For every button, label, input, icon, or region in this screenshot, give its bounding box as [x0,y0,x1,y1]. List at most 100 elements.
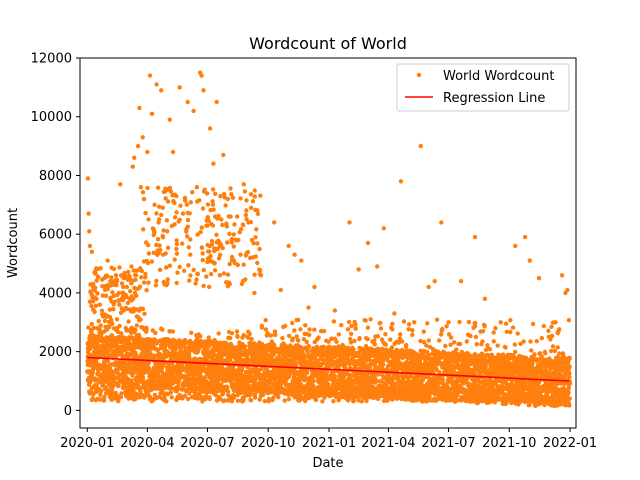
scatter-point [164,399,169,404]
scatter-point [182,393,188,399]
scatter-point [198,375,203,380]
scatter-point [216,331,221,336]
scatter-point [170,370,176,376]
scatter-points [85,70,573,409]
scatter-point [206,335,211,340]
scatter-point [332,374,338,379]
scatter-point [168,390,174,395]
scatter-point [202,375,207,380]
scatter-point [311,379,316,384]
scatter-point [102,394,107,400]
scatter-point [234,329,240,334]
scatter-point [249,336,254,342]
scatter-point [170,329,176,334]
scatter-point [305,349,310,355]
scatter-point [221,391,226,396]
scatter-point [457,341,463,347]
scatter-point [98,392,103,397]
scatter-point [290,336,295,341]
scatter-point [187,354,192,360]
scatter-point [306,343,311,349]
scatter-point [169,395,174,400]
scatter-point [313,397,319,403]
scatter-point [294,334,299,339]
scatter-point [119,331,124,336]
scatter-point [187,351,192,356]
scatter-point [206,344,211,350]
scatter-point [454,347,459,352]
scatter-point [381,362,386,367]
scatter-point [204,393,209,399]
scatter-point [208,341,214,347]
scatter-point [159,369,165,374]
scatter-point [169,386,174,391]
scatter-point [247,331,252,337]
scatter-point [113,354,119,360]
scatter-point [235,333,240,339]
scatter-point [248,397,253,403]
scatter-point [280,335,285,341]
scatter-point [187,391,192,396]
scatter-point [388,337,393,342]
scatter-point [189,330,194,335]
scatter-point [125,376,131,382]
scatter-point [138,389,143,394]
scatter-point [298,345,303,350]
scatter-point [261,392,266,397]
scatter-point [105,349,111,354]
scatter-point [364,398,369,404]
scatter-point [443,343,448,349]
scatter-point [276,395,281,400]
scatter-point [119,391,124,396]
scatter-point [162,395,167,400]
scatter-point [321,344,327,350]
scatter-point [153,330,158,336]
scatter-point [474,342,479,347]
scatter-point [389,345,395,350]
scatter-point [464,339,469,344]
scatter-point [440,377,445,382]
scatter-point [89,321,95,327]
scatter-point [262,398,267,404]
scatter-point [94,382,99,388]
scatter-point [134,391,139,396]
scatter-point [228,335,233,341]
scatter-point [118,394,124,400]
scatter-point [174,374,179,379]
scatter-point [225,384,230,390]
scatter-point [404,342,409,348]
scatter-point [207,396,212,402]
scatter-point [95,343,101,349]
scatter-point [373,380,378,385]
scatter-point [282,398,287,403]
scatter-point [109,387,115,392]
scatter-point [351,347,356,352]
scatter-point [451,340,457,345]
scatter-point [231,395,237,400]
scatter-point [320,399,325,404]
scatter-point [186,396,191,402]
scatter-point [229,331,235,336]
scatter-point [325,381,331,387]
chart-title: Wordcount of World [249,34,407,53]
scatter-point [331,399,336,404]
scatter-point [116,383,121,388]
scatter-point [296,338,301,343]
scatter-point [286,397,292,402]
scatter-point [131,346,136,351]
scatter-point [140,374,146,380]
scatter-point [218,397,223,402]
scatter-point [242,344,248,349]
scatter-point [116,397,121,403]
scatter-point [495,343,500,348]
scatter-point [343,364,348,370]
scatter-point [105,359,111,364]
scatter-point [372,342,377,347]
scatter-point [160,327,165,332]
scatter-point [99,388,104,394]
scatter-point [142,370,147,375]
scatter-point [177,393,182,398]
scatter-point [200,399,205,404]
scatter-point [252,395,258,400]
